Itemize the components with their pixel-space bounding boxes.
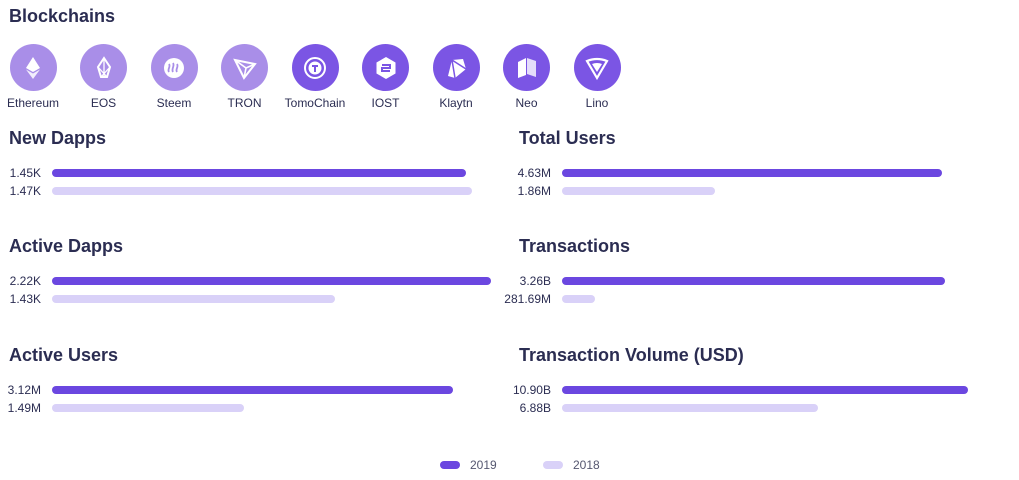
bar-2018 (52, 295, 335, 303)
blockchain-list: Ethereum EOS Steem TRON TomoChain IOST Klaytn N… (0, 44, 640, 116)
metric-panel-new-dapps: New Dapps 1.45K 1.47K (9, 128, 489, 218)
metric-panel-transactions: Transactions 3.26B 281.69M (504, 236, 999, 326)
bar-2018 (562, 187, 715, 195)
data-label-2019: 2.22K (9, 274, 41, 288)
blockchain-lino[interactable]: Lino (557, 44, 637, 110)
blockchain-ethereum[interactable]: Ethereum (0, 44, 73, 110)
legend-label-2019: 2019 (470, 458, 497, 472)
blockchain-label: Ethereum (6, 96, 60, 110)
blockchain-iost[interactable]: IOST (346, 44, 426, 110)
legend-swatch-2019 (440, 461, 460, 469)
metric-panel-total-users: Total Users 4.63M 1.86M (517, 128, 999, 218)
chart-legend: 2019 2018 (0, 458, 1019, 474)
metric-panel-transaction-volume-usd: Transaction Volume (USD) 10.90B 6.88B (513, 345, 999, 435)
blockchain-eos[interactable]: EOS (64, 44, 144, 110)
steem-icon (150, 44, 198, 91)
tron-icon (221, 44, 268, 91)
bar-row-2019: 3.26B (519, 274, 999, 288)
data-label-2018: 281.69M (504, 292, 551, 306)
bar-2019 (562, 169, 942, 177)
bar-row-2018: 1.49M (7, 401, 489, 415)
bar-row-2018: 6.88B (519, 401, 999, 415)
blockchain-label: EOS (90, 96, 117, 110)
panel-title: Total Users (519, 128, 616, 148)
data-label-2018: 1.43K (9, 292, 41, 306)
data-label-2018: 1.86M (517, 184, 551, 198)
data-label-2018: 1.49M (7, 401, 41, 415)
eos-icon (80, 44, 127, 91)
panel-title: Active Dapps (9, 236, 124, 256)
data-label-2018: 1.47K (9, 184, 41, 198)
blockchain-neo[interactable]: Neo (487, 44, 567, 110)
tomochain-icon (291, 44, 339, 91)
bar-2019 (52, 386, 453, 394)
bar-2019 (562, 386, 968, 394)
iost-icon (362, 44, 409, 91)
bar-row-2018: 1.47K (9, 184, 489, 198)
blockchain-label: Steem (156, 96, 192, 110)
bar-row-2019: 1.45K (9, 166, 489, 180)
bar-row-2018: 1.43K (9, 292, 489, 306)
legend-label-2018: 2018 (573, 458, 600, 472)
blockchain-label: Klaytn (439, 96, 473, 110)
bar-row-2019: 10.90B (513, 383, 999, 397)
bar-row-2019: 3.12M (7, 383, 489, 397)
data-label-2018: 6.88B (519, 401, 551, 415)
legend-item-2019[interactable]: 2019 (440, 458, 497, 472)
panel-title: Transaction Volume (USD) (519, 345, 744, 365)
bar-row-2019: 4.63M (517, 166, 999, 180)
legend-swatch-2018 (543, 461, 563, 469)
bar-2018 (52, 404, 244, 412)
data-label-2019: 1.45K (9, 166, 41, 180)
blockchain-label: IOST (371, 96, 400, 110)
metric-panel-active-dapps: Active Dapps 2.22K 1.43K (9, 236, 491, 326)
metric-panel-active-users: Active Users 3.12M 1.49M (7, 345, 489, 435)
legend-item-2018[interactable]: 2018 (543, 458, 600, 472)
blockchain-tron[interactable]: TRON (205, 44, 285, 110)
section-title: Blockchains (9, 6, 116, 26)
bar-row-2018: 1.86M (517, 184, 999, 198)
bar-row-2019: 2.22K (9, 274, 491, 288)
bar-2018 (562, 295, 596, 303)
data-label-2019: 3.12M (7, 383, 41, 397)
klaytn-icon (432, 44, 480, 91)
blockchain-label: TomoChain (284, 96, 346, 110)
data-label-2019: 3.26B (519, 274, 551, 288)
bar-2019 (562, 277, 945, 285)
blockchain-steem[interactable]: Steem (134, 44, 214, 110)
bar-2019 (52, 169, 467, 177)
blockchain-label: Neo (515, 96, 538, 110)
bar-2018 (562, 404, 819, 412)
bar-2018 (52, 187, 472, 195)
blockchain-label: TRON (227, 96, 262, 110)
blockchain-tomochain[interactable]: TomoChain (275, 44, 355, 110)
data-label-2019: 10.90B (512, 383, 551, 397)
lino-icon (573, 44, 621, 91)
blockchain-label: Lino (585, 96, 609, 110)
bar-row-2018: 281.69M (504, 292, 999, 306)
panel-title: New Dapps (9, 128, 107, 148)
panel-title: Active Users (9, 345, 119, 365)
bar-2019 (52, 277, 491, 285)
ethereum-icon (9, 44, 57, 91)
data-label-2019: 4.63M (517, 166, 551, 180)
panel-title: Transactions (519, 236, 631, 256)
neo-icon (503, 44, 550, 91)
blockchain-klaytn[interactable]: Klaytn (416, 44, 496, 110)
